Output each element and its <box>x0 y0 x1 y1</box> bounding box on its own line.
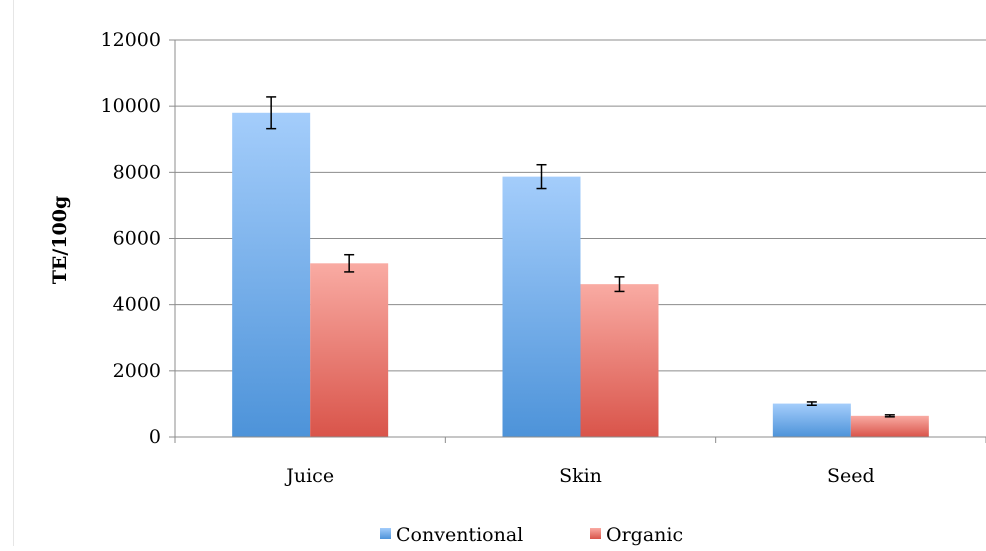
y-tick-label: 10000 <box>101 95 161 117</box>
legend-label: Organic <box>606 524 683 546</box>
legend-item-organic: Organic <box>590 524 683 546</box>
y-tick-label: 0 <box>149 426 161 448</box>
legend-swatch <box>590 528 601 539</box>
bars <box>232 112 929 438</box>
bar-organic-juice <box>310 263 389 437</box>
legend-swatch <box>380 528 391 539</box>
error-bar-conventional-juice <box>266 96 277 130</box>
error-bar-organic-seed <box>884 414 895 418</box>
legend: Conventional Organic <box>380 524 683 546</box>
y-tick-label: 12000 <box>101 29 161 51</box>
legend-item-conventional: Conventional <box>380 524 523 546</box>
bar-organic-seed <box>850 415 929 437</box>
y-tick-label: 4000 <box>113 294 161 316</box>
error-bar-conventional-skin <box>536 163 547 190</box>
legend-label: Conventional <box>396 524 523 546</box>
y-axis-label: TE/100g <box>49 196 71 285</box>
error-bar-conventional-seed <box>806 401 817 406</box>
y-tick-label: 2000 <box>113 360 161 382</box>
bar-conventional-juice <box>232 112 311 438</box>
y-tick-label: 8000 <box>113 161 161 183</box>
bar-organic-skin <box>580 284 659 437</box>
bar-conventional-skin <box>502 176 581 438</box>
x-tick-label: Juice <box>284 465 334 487</box>
error-bars <box>266 96 895 418</box>
y-axis-ticks: 0 2000 4000 6000 8000 10000 12000 <box>101 29 175 448</box>
x-tick-label: Skin <box>559 465 602 487</box>
error-bar-organic-juice <box>344 253 355 273</box>
window-edge-divider <box>13 0 14 546</box>
bar-conventional-seed <box>772 403 851 437</box>
axes <box>174 40 986 443</box>
x-axis-ticks: Juice Skin Seed <box>284 465 874 487</box>
y-tick-label: 6000 <box>113 228 161 250</box>
x-tick-label: Seed <box>827 465 875 487</box>
error-bar-organic-skin <box>614 276 625 293</box>
